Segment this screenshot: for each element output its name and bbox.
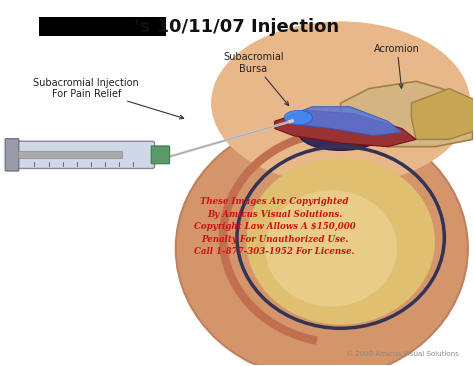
Text: Subacromial Injection
For Pain Relief: Subacromial Injection For Pain Relief	[33, 78, 184, 119]
Polygon shape	[275, 111, 416, 147]
Text: Subacromial
Bursa: Subacromial Bursa	[223, 52, 289, 105]
Ellipse shape	[265, 190, 397, 306]
FancyBboxPatch shape	[39, 17, 166, 36]
Text: These Images Are Copyrighted
By Amicus Visual Solutions.
Copyright Law Allows A : These Images Are Copyrighted By Amicus V…	[194, 197, 356, 256]
FancyBboxPatch shape	[9, 141, 155, 168]
Ellipse shape	[298, 114, 383, 150]
Polygon shape	[411, 89, 474, 139]
Text: 's 10/11/07 Injection: 's 10/11/07 Injection	[135, 18, 339, 36]
Ellipse shape	[284, 111, 312, 125]
Text: Acromion: Acromion	[374, 44, 420, 88]
FancyBboxPatch shape	[151, 146, 170, 164]
Polygon shape	[284, 107, 402, 136]
Text: © 2009 Amicus Visual Solutions: © 2009 Amicus Visual Solutions	[346, 351, 458, 357]
FancyBboxPatch shape	[5, 139, 19, 171]
Ellipse shape	[176, 117, 468, 366]
Ellipse shape	[211, 21, 470, 185]
FancyBboxPatch shape	[18, 151, 121, 158]
Polygon shape	[341, 81, 473, 147]
Ellipse shape	[246, 158, 435, 325]
